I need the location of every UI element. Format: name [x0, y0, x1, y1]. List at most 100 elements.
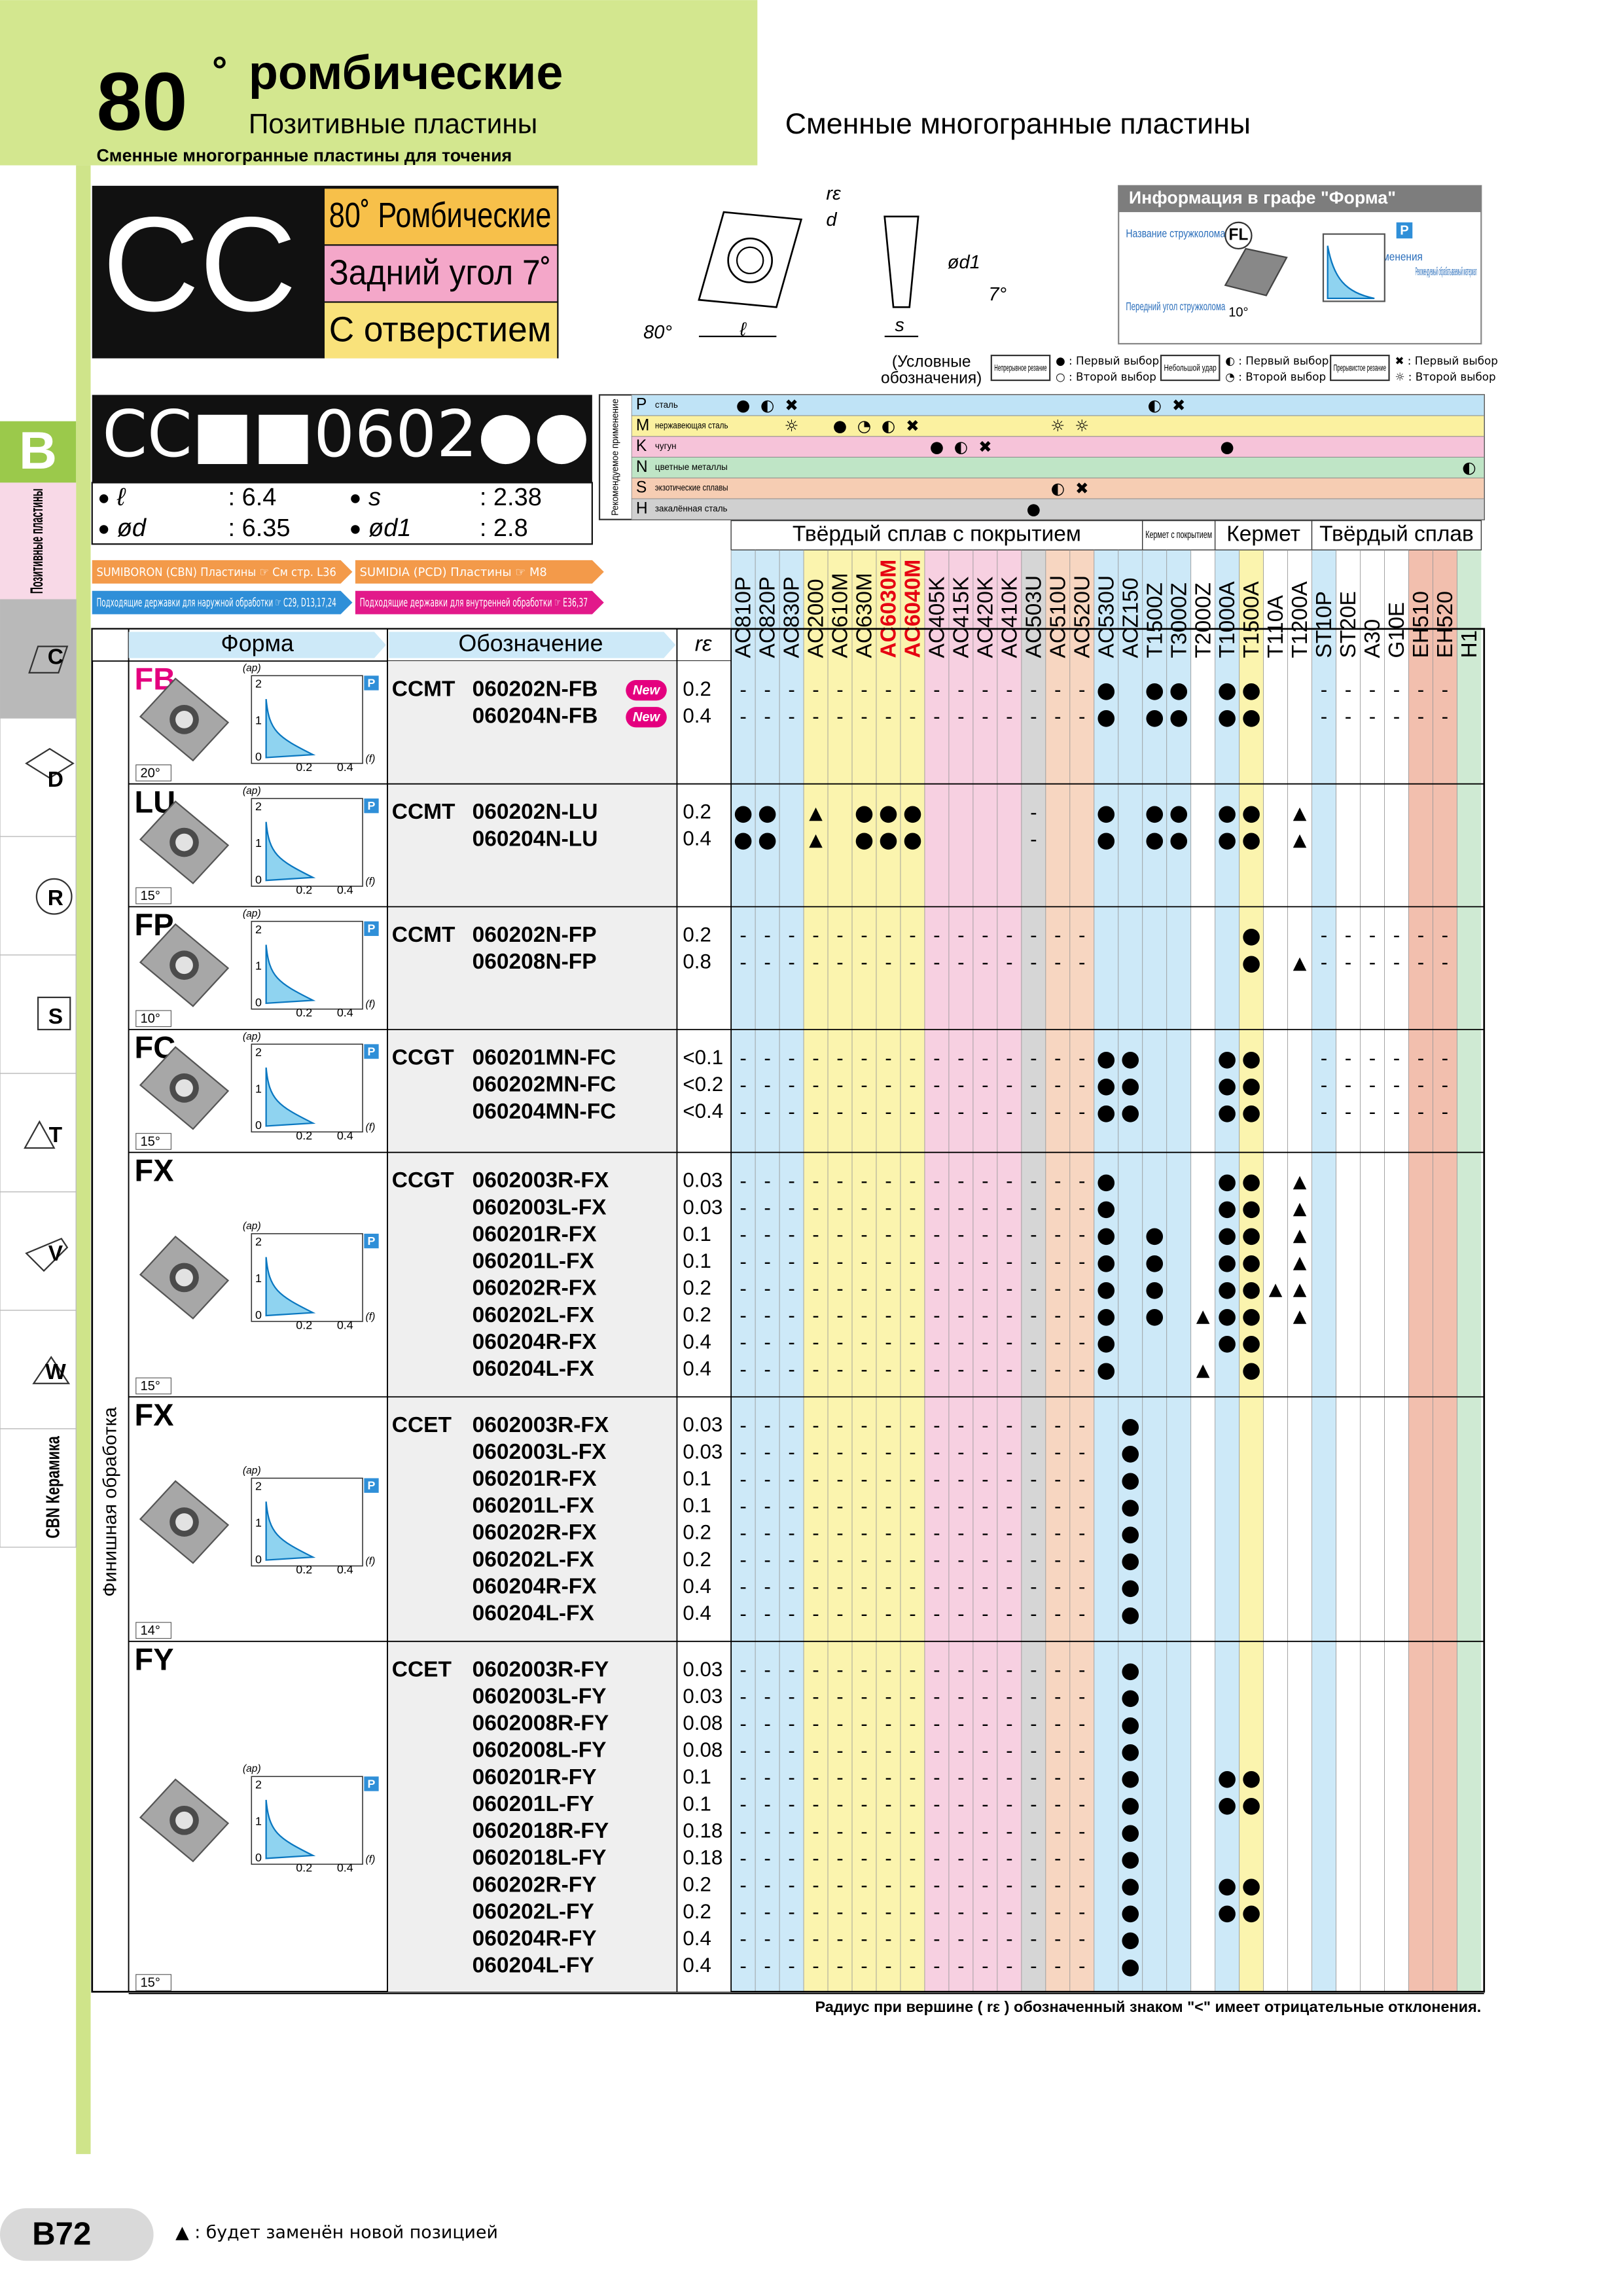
grade-mark: -: [812, 1793, 819, 1816]
grade-mark: -: [1079, 1304, 1085, 1327]
grade-mark: ●: [1218, 1168, 1237, 1194]
grade-mark: -: [836, 1251, 843, 1273]
grade-mark: -: [909, 1576, 916, 1598]
grade-column-bg: [997, 519, 1022, 1992]
grade-mark: -: [812, 1847, 819, 1869]
graph-x-tick: 0.4: [337, 1861, 353, 1874]
grade-mark: -: [788, 1549, 794, 1571]
grade-mark: ●: [1097, 1168, 1116, 1194]
tab-label: Позитивные пластины: [27, 488, 46, 594]
grade-mark: -: [788, 1170, 794, 1193]
grade-column-bg: [1190, 519, 1215, 1992]
grade-mark: ●: [1241, 1195, 1260, 1221]
header-label: Форма: [221, 630, 294, 656]
grade-mark: -: [1006, 1414, 1012, 1437]
grade-mark: -: [1030, 1074, 1037, 1096]
grade-mark: -: [909, 1278, 916, 1300]
grade-mark: -: [982, 1901, 988, 1924]
insert-picture-hole-inner: [175, 833, 193, 852]
grade-mark: -: [1030, 1522, 1037, 1545]
grade-column-bg: [779, 519, 804, 1992]
grade-mark: -: [788, 1074, 794, 1096]
grade-mark: -: [861, 1074, 867, 1096]
designation: 060204R-FY: [473, 1926, 597, 1950]
grade-mark: -: [1079, 679, 1085, 701]
tab-icon: [25, 1238, 69, 1272]
angle-box: [135, 1133, 171, 1150]
grade-mark: -: [933, 679, 940, 701]
grade-mark: ●: [1121, 1574, 1140, 1600]
grade-mark: -: [1345, 951, 1351, 973]
grade-mark: ●: [1218, 827, 1237, 852]
grade-mark: -: [1345, 924, 1351, 946]
grade-mark: -: [982, 1468, 988, 1490]
grade-column-bg: [1311, 519, 1336, 1992]
grade-mark: ●: [1218, 1100, 1237, 1125]
link-tab: [92, 560, 353, 584]
grade-column-bg: [1336, 519, 1361, 1992]
corner-radius: 0.2: [683, 800, 711, 823]
grade-mark: -: [909, 1901, 916, 1924]
grade-mark: -: [788, 1955, 794, 1977]
grade-mark: -: [764, 1224, 770, 1246]
grade-mark: -: [788, 1224, 794, 1246]
rake-angle: 20°: [140, 766, 160, 780]
grade-group-label: Твёрдый сплав с покрытием: [793, 522, 1081, 547]
graph-badge-text: P: [368, 799, 376, 812]
graph-x-tick: 0.2: [296, 761, 312, 774]
designation: 060202R-FY: [473, 1873, 597, 1897]
link-text: SUMIBORON (CBN) Пластины ☞ См стр. L36: [96, 565, 336, 579]
grade-mark: ●: [1218, 1873, 1237, 1898]
grade-mark: -: [764, 1495, 770, 1517]
application-code: S: [636, 479, 647, 497]
grade-mark: -: [836, 1874, 843, 1897]
graph-y-tick: 2: [255, 1480, 262, 1493]
grade-mark: ▲: [1293, 803, 1307, 823]
grade-mark: -: [1006, 1603, 1012, 1625]
side-strip: [76, 165, 91, 2155]
grade-mark: -: [1369, 924, 1376, 946]
new-badge: [626, 680, 667, 701]
grade-mark: -: [1030, 1603, 1037, 1625]
grade-mark: -: [812, 1495, 819, 1517]
grade-mark: -: [1054, 1251, 1061, 1273]
grade-mark: -: [764, 1686, 770, 1708]
tab-positive: [0, 482, 77, 600]
graph-x-tick: 0.4: [337, 1563, 353, 1576]
dim-value: : 6.35: [228, 514, 291, 542]
grade-mark: ▲: [809, 803, 823, 823]
graph-badge: [364, 1044, 379, 1059]
grade-mark: -: [740, 1928, 746, 1950]
grade-mark: -: [788, 1901, 794, 1924]
grade-mark: -: [1030, 801, 1037, 823]
info-title: Информация в графе "Форма": [1129, 188, 1396, 207]
grade-mark: -: [812, 1278, 819, 1300]
grade-mark: -: [764, 1441, 770, 1463]
corner-radius: 0.03: [683, 1413, 722, 1436]
grade-mark: -: [1030, 1278, 1037, 1300]
grade-mark: -: [933, 1358, 940, 1380]
grade-mark: -: [1030, 1659, 1037, 1681]
tab-label: V: [48, 1242, 63, 1266]
legend-first: ✖ : Первый выбор: [1395, 354, 1497, 367]
application-mark: ●: [1027, 499, 1041, 518]
application-mark: ●: [1220, 437, 1234, 456]
tab-icon: [28, 645, 69, 673]
grade-mark: -: [764, 1331, 770, 1354]
grade-mark: ●: [1145, 800, 1164, 825]
grade-mark: -: [1030, 951, 1037, 973]
grade-mark: -: [1054, 1901, 1061, 1924]
insert-side-view: [883, 215, 919, 308]
grade-mark: -: [1054, 1495, 1061, 1517]
grade-mark: -: [885, 1847, 891, 1869]
grade-mark: -: [836, 1549, 843, 1571]
grade-mark: -: [812, 1331, 819, 1354]
grade-mark: ●: [1097, 1276, 1116, 1301]
grade-mark: -: [1030, 1686, 1037, 1708]
corner-radius: 0.4: [683, 1602, 711, 1624]
link-text: Подходящие державки для наружной обработ…: [96, 596, 336, 610]
grade-mark: ●: [1121, 1547, 1140, 1573]
graph-badge: [364, 1233, 379, 1249]
grade-mark: -: [1054, 706, 1061, 728]
designation-prefix: CCGT: [392, 1168, 454, 1193]
